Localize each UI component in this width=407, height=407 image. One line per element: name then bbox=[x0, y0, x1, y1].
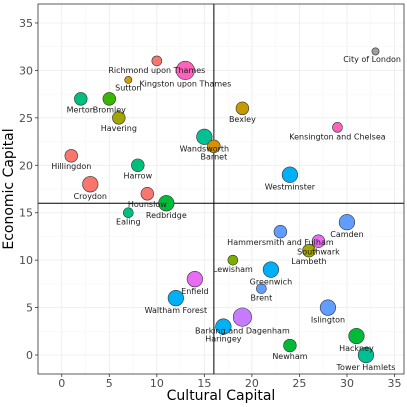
y-axis-title: Economic Capital bbox=[1, 128, 17, 249]
bubble-ealing bbox=[123, 207, 134, 219]
bubble-hounslow bbox=[140, 187, 155, 201]
point-label-bexley: Bexley bbox=[229, 115, 256, 124]
bubble-richmond-upon-thames bbox=[151, 55, 163, 67]
x-tick-label: 30 bbox=[340, 377, 354, 390]
point-label-sutton: Sutton bbox=[115, 83, 141, 92]
point-label-redbridge: Redbridge bbox=[146, 211, 187, 220]
point-label-islington: Islington bbox=[311, 315, 345, 324]
point-label-barnet: Barnet bbox=[201, 153, 228, 162]
point-label-kensington-and-chelsea: Kensington and Chelsea bbox=[289, 132, 386, 141]
bubble-city-of-london bbox=[371, 47, 380, 56]
bubble-barking-and-dagenham bbox=[232, 307, 252, 327]
bubbles bbox=[64, 47, 380, 364]
bubble-hackney bbox=[348, 327, 365, 345]
point-label-enfield: Enfield bbox=[181, 287, 208, 296]
reference-lines bbox=[38, 4, 404, 374]
bubble-hillingdon bbox=[64, 149, 78, 163]
bubble-sutton bbox=[124, 75, 133, 84]
bubble-newham bbox=[283, 338, 297, 353]
y-tick-label: 35 bbox=[19, 17, 33, 30]
y-tick-label: 20 bbox=[19, 159, 33, 172]
x-tick-label: 5 bbox=[106, 377, 113, 390]
point-label-lewisham: Lewisham bbox=[213, 265, 253, 274]
point-label-haringey: Haringey bbox=[205, 334, 242, 343]
point-label-hounslow: Hounslow bbox=[128, 200, 167, 209]
point-labels: City of London Richmond upon Thames Kingst… bbox=[51, 55, 401, 372]
y-tick-label: 25 bbox=[19, 112, 33, 125]
bubble-kingston-upon-thames bbox=[175, 60, 195, 80]
point-label-bromley: Bromley bbox=[93, 105, 126, 114]
point-label-barking-and-dagenham: Barking and Dagenham bbox=[195, 326, 290, 335]
x-tick-label: 0 bbox=[58, 377, 65, 390]
x-axis-title: Cultural Capital bbox=[167, 388, 276, 404]
axes: 0 5 10 15 20 25 30 35 0 5 10 15 20 25 30 35 bbox=[19, 17, 401, 390]
point-label-camden: Camden bbox=[330, 230, 363, 239]
bubble-croydon bbox=[82, 176, 99, 193]
x-tick-label: 20 bbox=[245, 377, 259, 390]
bubble-bromley bbox=[102, 92, 116, 106]
bubble-hammersmith-and-fulham bbox=[273, 224, 288, 239]
point-label-southwark: Southwark bbox=[297, 248, 340, 257]
x-tick-label: 25 bbox=[292, 377, 306, 390]
point-label-hillingdon: Hillingdon bbox=[51, 162, 91, 171]
point-label-lambeth: Lambeth bbox=[291, 257, 326, 266]
point-label-city-of-london: City of London bbox=[343, 55, 401, 64]
bubble-havering bbox=[112, 111, 126, 125]
bubble-bexley bbox=[235, 101, 250, 116]
point-label-harrow: Harrow bbox=[124, 172, 153, 181]
bubble-westminster bbox=[281, 166, 299, 183]
bubble-redbridge bbox=[158, 195, 175, 212]
point-label-greenwich: Greenwich bbox=[250, 277, 292, 286]
bubble-lewisham bbox=[227, 254, 239, 266]
bubble-merton bbox=[74, 92, 88, 106]
point-label-brent: Brent bbox=[251, 294, 273, 303]
point-label-westminster: Westminster bbox=[265, 183, 316, 192]
point-label-croydon: Croydon bbox=[74, 192, 107, 201]
point-label-newham: Newham bbox=[272, 352, 307, 361]
y-tick-label: 15 bbox=[19, 207, 33, 220]
bubble-barnet bbox=[207, 139, 221, 154]
point-label-hackney: Hackney bbox=[339, 344, 374, 353]
x-tick-label: 10 bbox=[150, 377, 164, 390]
point-label-kingston-upon-thames: Kingston upon Thames bbox=[139, 80, 231, 89]
bubble-kensington-and-chelsea bbox=[332, 122, 343, 133]
bubble-waltham-forest bbox=[167, 290, 184, 307]
x-tick-label: 15 bbox=[197, 377, 211, 390]
bubble-haringey bbox=[215, 318, 232, 335]
point-label-merton: Merton bbox=[67, 105, 95, 114]
y-tick-label: 30 bbox=[19, 64, 33, 77]
point-label-tower-hamlets: Tower Hamlets bbox=[336, 363, 396, 372]
bubble-tower-hamlets bbox=[357, 346, 375, 364]
y-tick-label: 0 bbox=[26, 349, 33, 362]
point-label-waltham-forest: Waltham Forest bbox=[145, 306, 208, 315]
point-label-ealing: Ealing bbox=[116, 218, 141, 227]
bubble-enfield bbox=[186, 271, 203, 288]
bubble-brent bbox=[256, 283, 267, 294]
bubble-camden bbox=[338, 214, 356, 231]
point-label-hammersmith-and-fulham: Hammersmith and Fulham bbox=[227, 238, 334, 247]
bubble-harrow bbox=[131, 158, 145, 172]
y-tick-label: 10 bbox=[19, 254, 33, 267]
grid bbox=[37, 4, 404, 374]
point-label-havering: Havering bbox=[101, 124, 137, 133]
bubble-wandsworth bbox=[196, 128, 213, 145]
panel-border bbox=[37, 3, 405, 375]
bubble-lambeth bbox=[302, 243, 316, 258]
y-tick-label: 5 bbox=[26, 302, 33, 315]
bubble-southwark bbox=[311, 234, 326, 248]
point-label-wandsworth: Wandsworth bbox=[180, 145, 230, 154]
bubble-islington bbox=[319, 299, 337, 316]
x-tick-label: 35 bbox=[387, 377, 401, 390]
bubble-greenwich bbox=[262, 261, 280, 278]
point-label-richmond-upon-thames: Richmond upon Thames bbox=[108, 66, 205, 75]
